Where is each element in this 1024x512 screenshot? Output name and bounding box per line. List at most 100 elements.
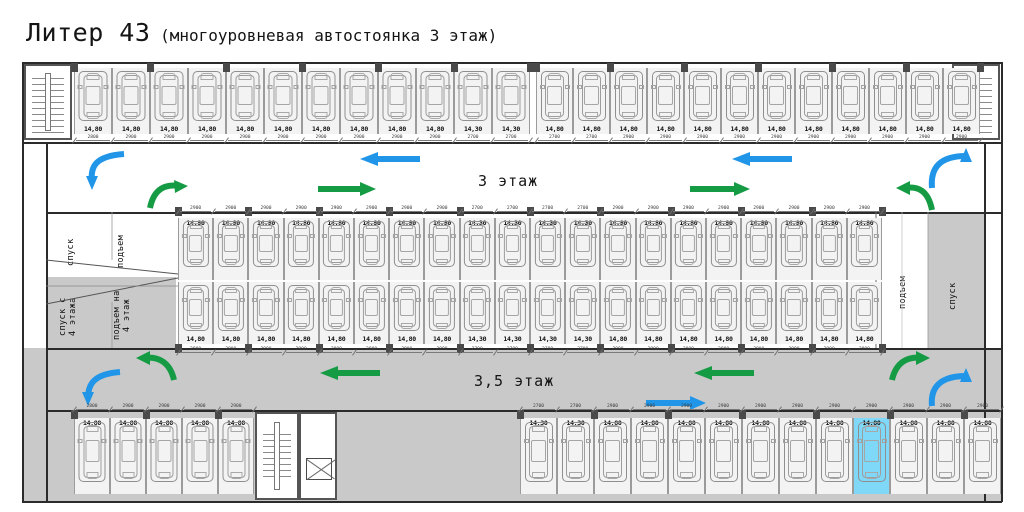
parking-stall[interactable]: 14,80 [213,282,249,344]
parking-stall[interactable]: 14,80 [378,68,416,134]
parking-stall[interactable]: 14,80 [890,418,927,494]
stall-area-label: 14,80 [83,125,103,133]
parking-stall[interactable]: 14,80 [758,68,795,134]
parking-stall[interactable]: 14,80 [816,418,853,494]
parking-stall[interactable]: 14,30 [494,218,530,280]
parking-stall[interactable]: 14,80 [741,218,777,280]
stall-area-label: 14,80 [327,219,346,227]
parking-stall[interactable]: 14,80 [112,68,150,134]
parking-stall[interactable]: 14,80 [302,68,340,134]
parking-stall[interactable]: 14,30 [494,282,530,344]
parking-stall[interactable]: 14,80 [668,418,705,494]
parking-stall[interactable]: 14,80 [110,418,146,494]
parking-stall[interactable]: 14,80 [318,282,354,344]
parking-stall[interactable]: 14,80 [182,418,218,494]
parking-stall[interactable]: 14,30 [565,218,601,280]
parking-stall[interactable]: 14,80 [354,282,390,344]
parking-stall[interactable]: 14,80 [150,68,188,134]
parking-stall[interactable]: 14,80 [74,418,110,494]
parking-stall[interactable]: 14,30 [492,68,530,134]
parking-stall[interactable]: 14,80 [776,218,812,280]
parking-stall[interactable]: 14,30 [520,418,557,494]
parking-stall[interactable]: 14,80 [594,418,631,494]
parking-stall[interactable]: 14,80 [776,282,812,344]
parking-stall[interactable]: 14,80 [706,282,742,344]
parking-stall[interactable]: 14,80 [74,68,112,134]
parking-stall[interactable]: 14,80 [389,282,425,344]
structural-column [517,410,524,419]
parking-stall[interactable]: 14,30 [459,218,495,280]
parking-stall[interactable]: 14,80 [742,418,779,494]
parking-stall[interactable]: 14,80 [248,282,284,344]
parking-stall[interactable]: 14,80 [283,218,319,280]
parking-stall[interactable]: 14,80 [832,68,869,134]
dimension-value: 2900 [315,135,327,140]
parking-stall[interactable]: 14,80 [218,418,254,494]
parking-stall[interactable]: 14,80 [846,282,882,344]
parking-stall[interactable]: 14,80 [869,68,906,134]
parking-stall[interactable]: 14,80 [600,218,636,280]
car-cabin [237,86,253,105]
parking-stall[interactable]: 14,80 [811,282,847,344]
parking-stall[interactable]: 14,30 [530,218,566,280]
parking-stall[interactable]: 14,80 [213,218,249,280]
parking-stall[interactable]: 14,80 [178,218,214,280]
parking-stall[interactable]: 14,80 [416,68,454,134]
parking-stall[interactable]: 14,80 [721,68,758,134]
parking-stall[interactable]: 14,30 [454,68,492,134]
parking-stall[interactable]: 14,80 [248,218,284,280]
car-body [574,224,592,264]
car-cabin [576,235,590,253]
parking-stall[interactable]: 14,80 [795,68,832,134]
arrow-blue-curve-top-right [928,148,972,189]
parking-stall[interactable]: 14,80 [684,68,721,134]
car-body [227,426,245,478]
parking-stall[interactable]: 14,80 [424,218,460,280]
parking-stall[interactable]: 14,30 [459,282,495,344]
parking-stall[interactable]: 14,80 [705,418,742,494]
parking-stall[interactable]: 14,80 [188,68,226,134]
parking-stall[interactable]: 14,80 [635,282,671,344]
car-mirror-right [591,234,597,239]
parking-stall[interactable]: 14,80 [631,418,668,494]
parking-stall[interactable]: 14,80 [943,68,980,134]
parking-stall[interactable]: 14,80 [226,68,264,134]
car-glyph [850,221,879,267]
parking-stall[interactable]: 14,80 [635,218,671,280]
parking-stall[interactable]: 14,80 [178,282,214,344]
parking-stall[interactable]: 14,80 [318,218,354,280]
parking-stall[interactable]: 14,80 [670,218,706,280]
parking-stall[interactable]: 14,80 [964,418,1001,494]
parking-stall[interactable]: 14,80 [424,282,460,344]
parking-stall[interactable]: 14,80 [779,418,816,494]
parking-stall[interactable]: 14,30 [557,418,594,494]
car-mirror-right [345,298,351,303]
parking-stall[interactable]: 14,80 [927,418,964,494]
parking-stall[interactable]: 14,80 [846,218,882,280]
parking-stall[interactable]: 14,80 [647,68,684,134]
parking-stall[interactable]: 14,80 [906,68,943,134]
parking-stall[interactable]: 14,80 [283,282,319,344]
parking-stall[interactable]: 14,80 [536,68,573,134]
parking-stall[interactable]: 14,80 [670,282,706,344]
car-nose [471,223,483,230]
car-mirror-right [345,234,351,239]
parking-stall[interactable]: 14,80 [264,68,302,134]
structural-column [607,63,614,72]
car-cabin [646,235,660,253]
parking-stall[interactable]: 14,80 [573,68,610,134]
parking-stall[interactable]: 14,80 [610,68,647,134]
parking-stall[interactable]: 14,80 [340,68,378,134]
parking-stall[interactable]: 14,80 [811,218,847,280]
car-tail [238,112,252,119]
parking-stall[interactable]: 14,80 [389,218,425,280]
parking-stall[interactable]: 14,80 [706,218,742,280]
parking-stall[interactable]: 14,30 [530,282,566,344]
parking-stall[interactable]: 14,30 [565,282,601,344]
parking-stall[interactable]: 14,80 [853,418,890,494]
parking-stall[interactable]: 14,80 [600,282,636,344]
parking-stall[interactable]: 14,80 [741,282,777,344]
parking-stall[interactable]: 14,80 [354,218,390,280]
car-tail [330,258,343,265]
parking-stall[interactable]: 14,80 [146,418,182,494]
